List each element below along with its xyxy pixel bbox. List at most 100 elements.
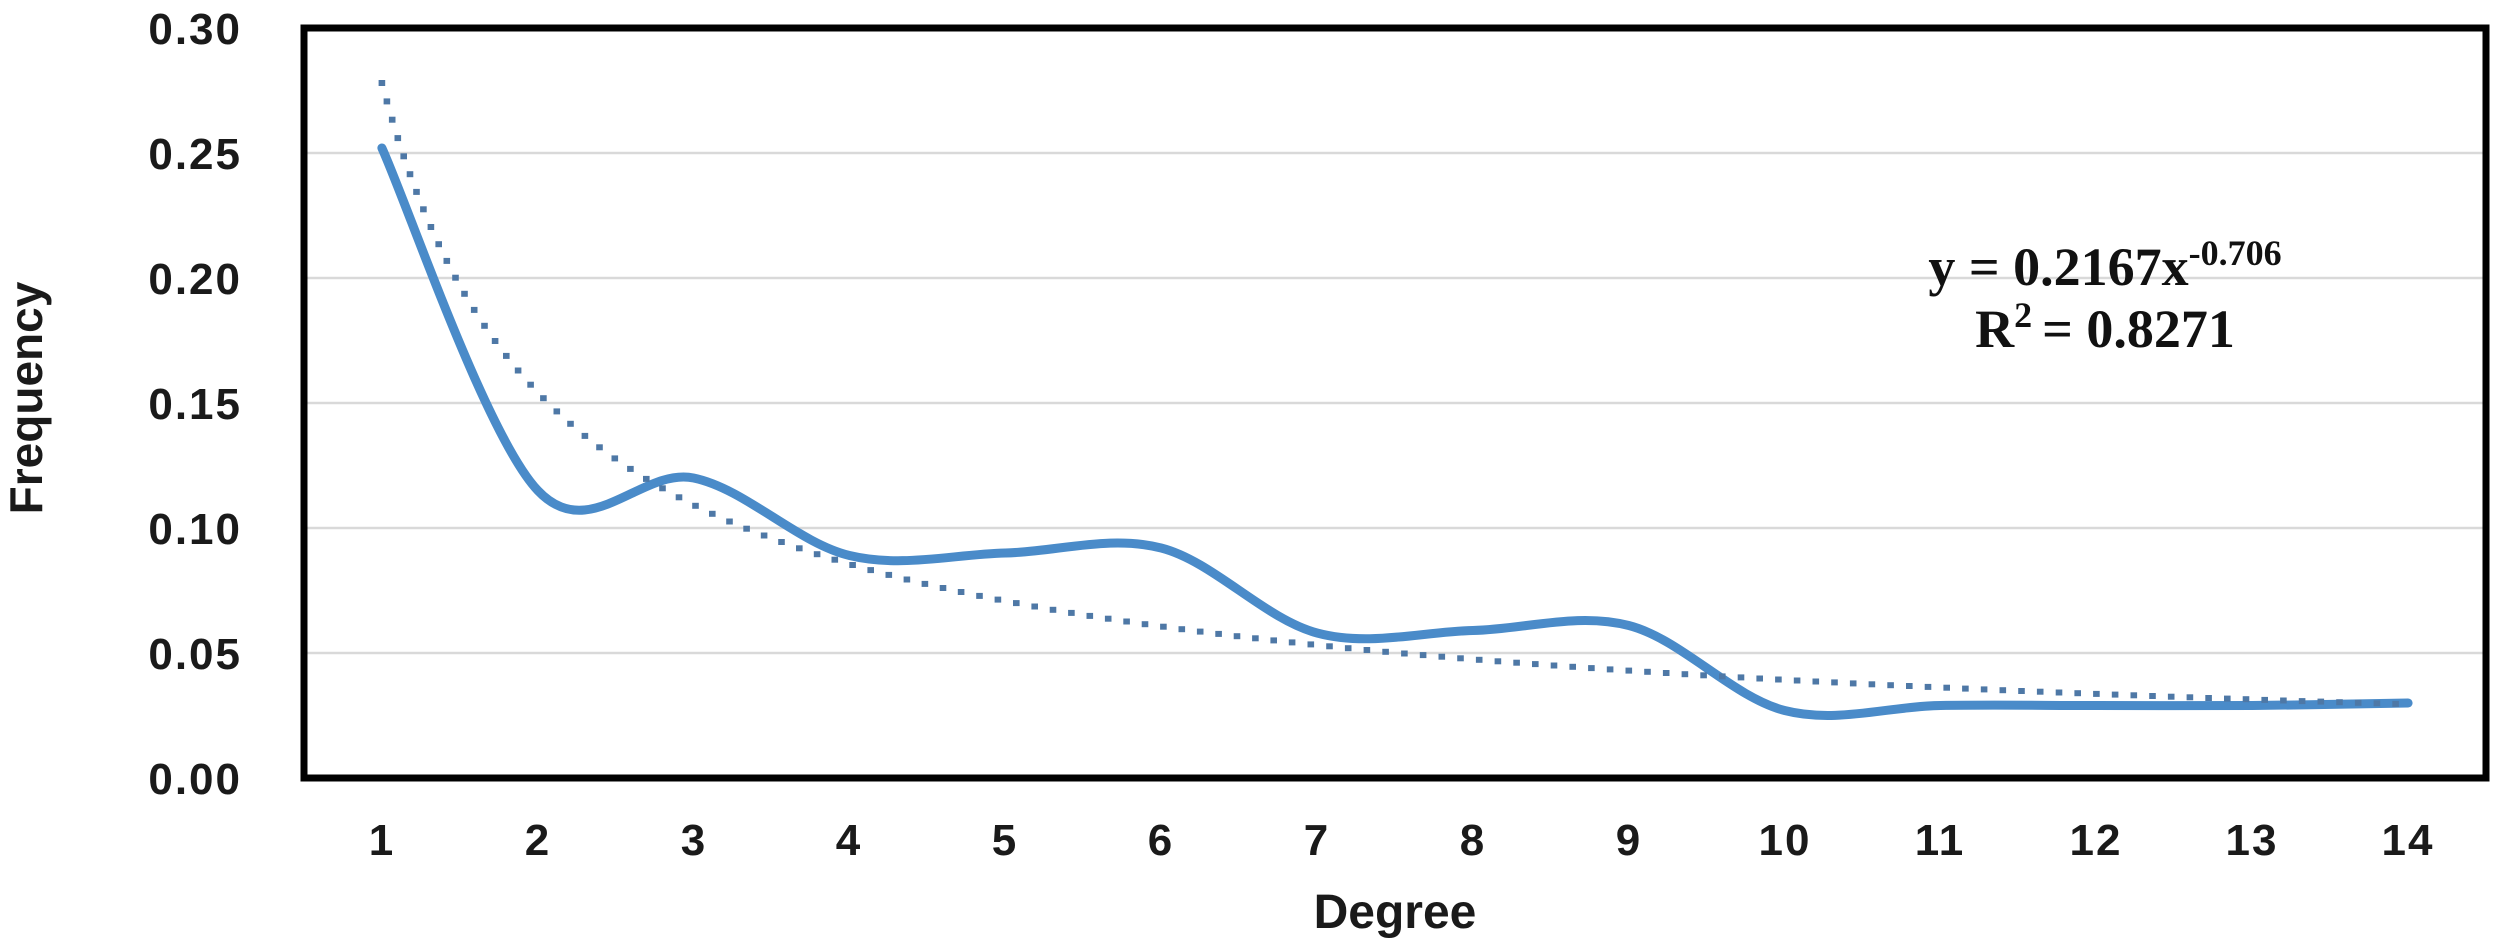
trendline-dot [503,352,510,359]
y-tick-label: 0.10 [148,505,242,554]
gridlines-layer [304,151,2486,655]
equation-main: y = 0.2167x [1928,237,2188,297]
trendline-dot [581,432,589,439]
trendline-dot [2261,696,2268,703]
trendline-dot [553,408,561,415]
trendline-dot [1756,675,1763,682]
trendline-dot [1068,609,1075,616]
trendline-dot [1849,680,1857,687]
trendline-dot [2055,689,2063,696]
trendline-dot [659,485,666,492]
trendline-dot [1363,647,1371,653]
y-tick-label: 0.30 [148,5,242,54]
trendline-dot [2093,690,2100,697]
x-tick-label: 3 [681,816,707,865]
trendline-dot [692,502,699,509]
trendline-dot [778,539,785,545]
x-axis-title: Degree [1314,886,1477,939]
frequency-line [377,143,2413,720]
trendline-dot [383,98,391,105]
trendline-dot [957,589,965,595]
trendline-dot [2205,695,2212,701]
trendline-dot [470,306,478,313]
trendline-dot [2224,695,2231,702]
trendline-dot [2018,688,2025,694]
trendline-dot [1887,682,1894,689]
y-tick-label: 0.15 [148,380,242,429]
trendline-dot [921,580,929,587]
trendline-dot [1086,612,1094,619]
trendline-dot [2336,699,2343,706]
x-tick-label: 13 [2226,816,2279,865]
trendline-dot [1344,645,1352,652]
trendline-dot [1588,665,1595,672]
trendline-dot [1382,648,1389,655]
x-tick-label: 14 [2382,816,2435,865]
y-axis-title: Frequency [0,281,52,514]
x-tick-label: 4 [836,816,862,865]
trendline-dot [1123,618,1130,625]
trendline-dot [903,576,911,583]
trendline-dot [420,206,427,213]
trendline-dot [813,551,821,558]
trendline-dot [1475,656,1483,663]
y-tick-label: 0.05 [148,630,242,679]
trendline-dot [1569,663,1576,670]
trendline-dot [2373,700,2381,707]
trendline-dot [1196,628,1204,635]
trendline-dot [2130,692,2138,699]
trendline-dot [1606,666,1614,673]
trendline-dot [1178,626,1186,633]
trendline-dot [627,465,634,472]
trendline-dot [394,135,402,142]
trendline-dot [1049,606,1057,613]
trendline-dot [2074,690,2081,697]
trendline-dot [1962,685,1969,692]
trendline-dot [643,475,650,482]
trendline-dot [1999,687,2007,694]
trendline-dot [1550,662,1558,669]
trendline-dot [514,367,522,374]
trendline-dot [567,420,574,427]
trendline-dot [1924,683,1932,690]
x-tick-label: 1 [369,816,395,865]
trendline-dot [540,395,547,402]
x-tick-label: 6 [1148,816,1174,865]
trendline-dot [2354,699,2362,706]
plot-border [300,24,2490,782]
trendline-dot [2149,693,2156,699]
trendline-dot [1401,650,1408,657]
trendline-dot [1438,653,1446,660]
x-tick-label: 10 [1759,816,1812,865]
trendline-dot [1494,658,1502,665]
r2-value: = 0.8271 [2042,299,2235,359]
trendline-dot [1270,637,1277,644]
trendline-dot [1793,677,1801,684]
trendline-dot [1943,684,1950,691]
x-tick-label: 8 [1460,816,1486,865]
trendline-dot [491,338,499,344]
trendline-dot [939,585,947,591]
trendline-dot [1141,621,1149,628]
trendline-dot [1215,630,1222,637]
trendline-dot [675,494,683,501]
trendline-dot [1288,639,1296,646]
trendline-dot [1532,661,1539,668]
trendline-dot [1013,600,1020,607]
y-tick-label: 0.00 [148,755,242,804]
trendline-dot [1513,659,1520,666]
equation-exponent: -0.706 [2189,233,2282,273]
x-tick-label: 7 [1304,816,1330,865]
trendline-dot [611,455,619,462]
trendline-dot [378,80,386,86]
trendline-dot [1644,668,1651,675]
trendline-dot [726,518,733,525]
trendline-dot [2392,700,2399,707]
trendline-dot [1457,655,1464,662]
trendline-dot [400,153,407,160]
trendline-dot [2167,693,2175,700]
trendline-dot [1775,676,1782,683]
trendline-dot [1160,623,1167,630]
trendline-dot [994,596,1002,603]
